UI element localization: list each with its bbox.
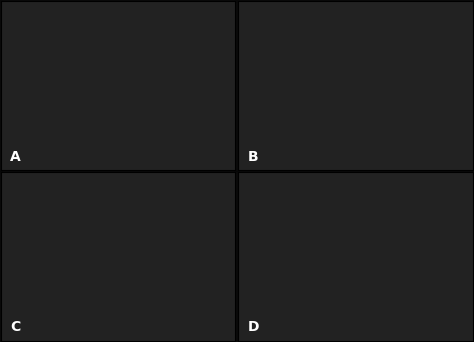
Text: D: D bbox=[247, 320, 259, 334]
Text: B: B bbox=[247, 149, 258, 163]
Text: A: A bbox=[10, 149, 21, 163]
Text: C: C bbox=[10, 320, 20, 334]
